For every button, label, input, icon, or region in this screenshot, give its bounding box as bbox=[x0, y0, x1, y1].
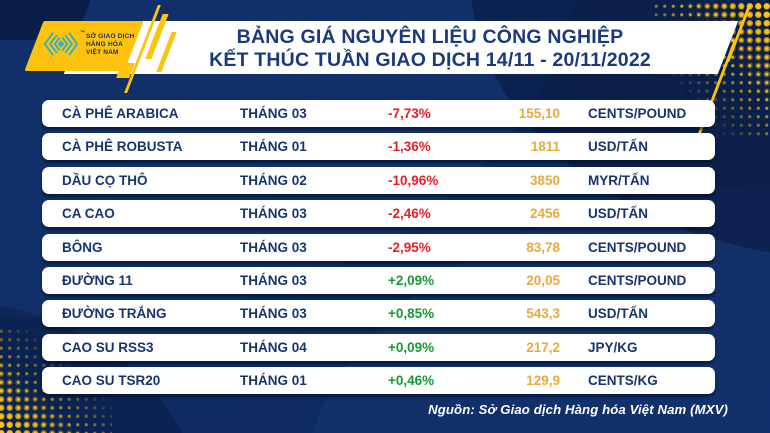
weekly-change: -2,46% bbox=[388, 206, 431, 222]
commodity-name: CAO SU TSR20 bbox=[62, 373, 161, 389]
page-title: BẢNG GIÁ NGUYÊN LIỆU CÔNG NGHIỆP KẾT THÚ… bbox=[130, 26, 730, 72]
table-row: DẦU CỌ THÔ THÁNG 02 -10,96% 3850 MYR/TẤN bbox=[42, 166, 715, 194]
weekly-change: +0,46% bbox=[388, 373, 435, 389]
commodity-name: ĐƯỜNG 11 bbox=[62, 272, 133, 288]
price-unit: CENTS/POUND bbox=[588, 239, 687, 255]
weekly-change: -2,95% bbox=[388, 239, 431, 255]
table-row: ĐƯỜNG 11 THÁNG 03 +2,09% 20,05 CENTS/POU… bbox=[42, 266, 715, 294]
weekly-change: +2,09% bbox=[388, 272, 435, 288]
logo-line-2: HÀNG HÓA bbox=[86, 40, 123, 48]
commodity-name: CAO SU RSS3 bbox=[62, 339, 154, 355]
table-row: ĐƯỜNG TRẮNG THÁNG 03 +0,85% 543,3 USD/TẤ… bbox=[42, 300, 715, 328]
contract-month: THÁNG 03 bbox=[240, 206, 307, 222]
price-value: 543,3 bbox=[526, 306, 560, 322]
price-value: 2456 bbox=[529, 206, 560, 222]
table-row: CÀ PHÊ ARABICA THÁNG 03 -7,73% 155,10 CE… bbox=[42, 100, 715, 127]
price-value: 3850 bbox=[529, 172, 560, 188]
table-row: BÔNG THÁNG 03 -2,95% 83,78 CENTS/POUND bbox=[42, 233, 715, 261]
contract-month: THÁNG 03 bbox=[240, 239, 307, 255]
price-table: CÀ PHÊ ARABICA THÁNG 03 -7,73% 155,10 CE… bbox=[42, 100, 715, 395]
price-unit: CENTS/POUND bbox=[588, 272, 687, 288]
weekly-change: -1,36% bbox=[388, 139, 431, 155]
contract-month: THÁNG 03 bbox=[240, 106, 307, 121]
weekly-change: +0,85% bbox=[388, 306, 435, 322]
weekly-change: -10,96% bbox=[388, 172, 439, 188]
mxv-logo-text: SỞ GIAO DỊCH HÀNG HÓA VIỆT NAM bbox=[86, 33, 134, 56]
commodity-name: BÔNG bbox=[62, 239, 103, 255]
title-line-1: BẢNG GIÁ NGUYÊN LIỆU CÔNG NGHIỆP bbox=[236, 26, 624, 48]
price-unit: USD/TẤN bbox=[588, 206, 648, 222]
contract-month: THÁNG 01 bbox=[240, 139, 307, 155]
contract-month: THÁNG 01 bbox=[240, 373, 307, 389]
contract-month: THÁNG 04 bbox=[240, 339, 307, 355]
price-unit: USD/TẤN bbox=[588, 306, 648, 322]
mxv-chevrons-icon bbox=[43, 32, 79, 56]
price-unit: JPY/KG bbox=[588, 339, 638, 355]
price-value: 83,78 bbox=[526, 239, 560, 255]
price-value: 155,10 bbox=[518, 106, 560, 121]
price-value: 1811 bbox=[530, 139, 560, 155]
title-line-2: KẾT THÚC TUẦN GIAO DỊCH 14/11 - 20/11/20… bbox=[209, 49, 651, 71]
trademark-symbol: ™ bbox=[80, 30, 85, 36]
table-row: CÀ PHÊ ROBUSTA THÁNG 01 -1,36% 1811 USD/… bbox=[42, 133, 715, 161]
weekly-change: +0,09% bbox=[388, 339, 435, 355]
price-unit: CENTS/KG bbox=[588, 373, 658, 389]
commodity-name: ĐƯỜNG TRẮNG bbox=[62, 306, 167, 322]
table-row: CAO SU TSR20 THÁNG 01 +0,46% 129,9 CENTS… bbox=[42, 367, 715, 395]
contract-month: THÁNG 02 bbox=[240, 172, 307, 188]
source-note: Nguồn: Sở Giao dịch Hàng hóa Việt Nam (M… bbox=[428, 402, 728, 417]
commodity-name: CÀ PHÊ ROBUSTA bbox=[62, 139, 183, 155]
price-value: 217,2 bbox=[526, 339, 560, 355]
price-unit: CENTS/POUND bbox=[588, 106, 687, 121]
commodity-name: CÀ PHÊ ARABICA bbox=[62, 106, 179, 121]
price-value: 20,05 bbox=[526, 272, 560, 288]
price-value: 129,9 bbox=[526, 373, 560, 389]
commodity-name: CA CAO bbox=[62, 206, 115, 222]
logo-line-3: VIỆT NAM bbox=[86, 48, 119, 56]
table-row: CAO SU RSS3 THÁNG 04 +0,09% 217,2 JPY/KG bbox=[42, 333, 715, 361]
contract-month: THÁNG 03 bbox=[240, 306, 307, 322]
weekly-change: -7,73% bbox=[388, 106, 431, 121]
commodity-name: DẦU CỌ THÔ bbox=[62, 172, 148, 188]
logo-line-1: SỞ GIAO DỊCH bbox=[86, 33, 135, 40]
contract-month: THÁNG 03 bbox=[240, 272, 307, 288]
price-unit: MYR/TẤN bbox=[588, 172, 650, 188]
table-row: CA CAO THÁNG 03 -2,46% 2456 USD/TẤN bbox=[42, 200, 715, 228]
price-unit: USD/TẤN bbox=[588, 139, 648, 155]
